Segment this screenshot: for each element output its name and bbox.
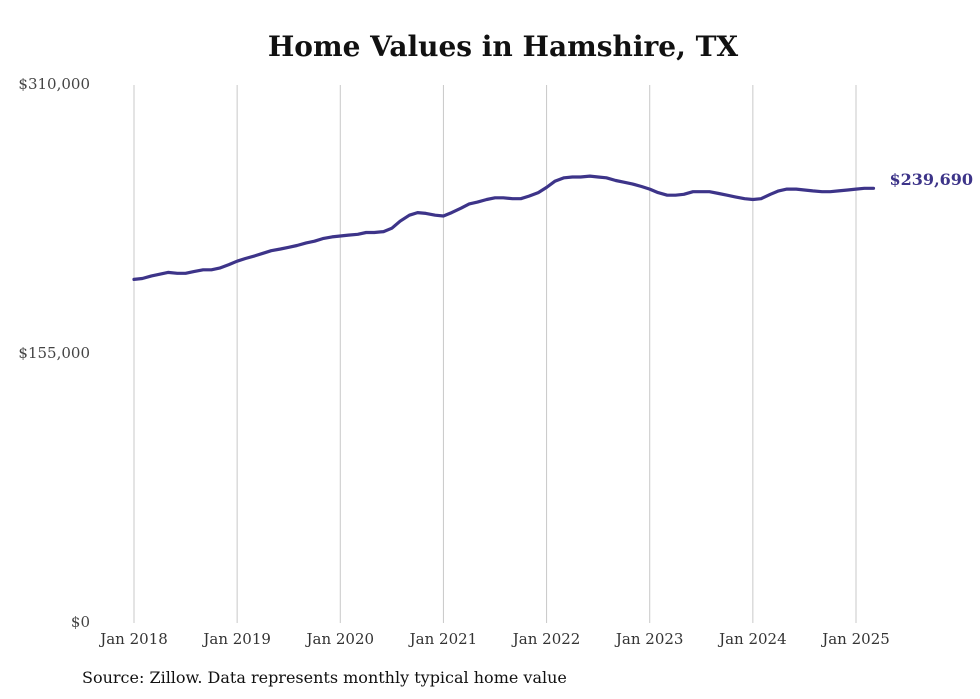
source-note: Source: Zillow. Data represents monthly … [82, 668, 567, 687]
x-tick-label: Jan 2021 [408, 630, 478, 648]
x-tick-label: Jan 2019 [201, 630, 271, 648]
chart-title: Home Values in Hamshire, TX [267, 30, 739, 63]
y-axis: $0 $155,000 $310,000 [18, 75, 90, 631]
y-tick-label: $155,000 [18, 344, 90, 362]
x-tick-label: Jan 2020 [305, 630, 375, 648]
y-tick-label: $310,000 [18, 75, 90, 93]
series-layer: $239,690 [132, 170, 974, 281]
x-axis: Jan 2018 Jan 2019 Jan 2020 Jan 2021 Jan 2022… [98, 630, 890, 648]
y-tick-label: $0 [71, 613, 90, 631]
x-tick-label: Jan 2023 [614, 630, 684, 648]
end-value-label: $239,690 [890, 170, 974, 189]
x-tick-label: Jan 2024 [717, 630, 787, 648]
x-tick-label: Jan 2025 [820, 630, 890, 648]
series-line [132, 174, 876, 281]
grid-layer [133, 85, 857, 623]
x-tick-label: Jan 2018 [98, 630, 168, 648]
x-tick-label: Jan 2022 [511, 630, 581, 648]
